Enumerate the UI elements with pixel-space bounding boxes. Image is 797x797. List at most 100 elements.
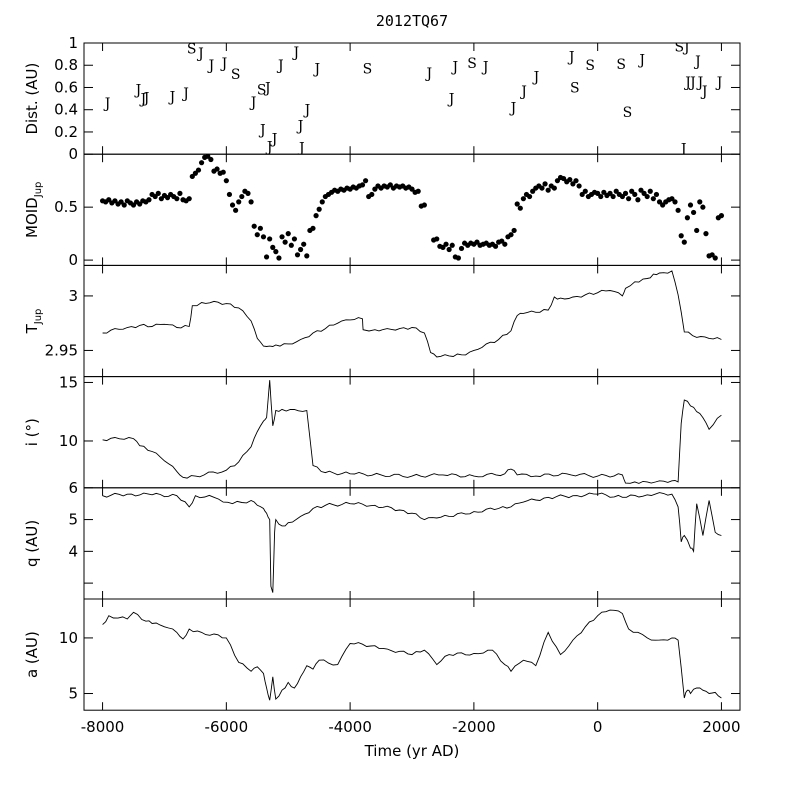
data-point xyxy=(449,242,455,248)
data-point xyxy=(223,178,229,184)
encounter-marker: J xyxy=(715,75,723,91)
encounter-marker: J xyxy=(683,75,691,91)
y-tick-label: 4 xyxy=(68,542,78,560)
y-tick-label: 10 xyxy=(59,432,78,450)
data-point xyxy=(421,202,427,208)
series-q xyxy=(102,492,722,593)
data-point xyxy=(267,236,273,242)
data-point xyxy=(233,207,239,213)
data-point xyxy=(239,193,245,200)
data-point xyxy=(635,197,641,203)
data-point xyxy=(288,242,294,248)
y-tick-label: 3 xyxy=(68,287,78,305)
data-point xyxy=(718,213,725,219)
encounter-marker: J xyxy=(139,92,147,108)
series-incl xyxy=(102,380,722,484)
data-point xyxy=(273,249,279,255)
encounter-marker: J xyxy=(258,123,266,139)
x-tick-label: 0 xyxy=(593,718,603,736)
encounter-marker: J xyxy=(265,139,273,155)
data-point xyxy=(514,201,520,207)
data-point xyxy=(539,185,545,191)
encounter-marker: J xyxy=(303,103,311,119)
encounter-marker: J xyxy=(481,59,489,75)
data-point xyxy=(545,187,551,193)
data-point xyxy=(236,199,242,205)
data-point xyxy=(415,188,421,194)
data-point xyxy=(245,190,251,196)
encounter-marker: S xyxy=(570,80,580,96)
panel-incl: 10 15 i (°) xyxy=(23,373,741,489)
series-line xyxy=(102,609,722,701)
data-point xyxy=(121,202,127,208)
data-point xyxy=(567,177,573,183)
data-point xyxy=(276,255,282,261)
data-point xyxy=(511,227,517,234)
data-point xyxy=(254,232,260,238)
encounter-marker: S xyxy=(231,67,241,83)
encounter-marker: J xyxy=(103,96,111,112)
y-tick-label: 10 xyxy=(59,629,78,647)
data-point xyxy=(520,196,526,202)
data-point xyxy=(229,202,236,208)
encounter-marker: J xyxy=(567,49,575,65)
data-point xyxy=(310,225,316,231)
encounter-marker: S xyxy=(585,58,595,74)
data-point xyxy=(146,197,152,203)
data-point xyxy=(517,205,523,211)
data-point xyxy=(675,207,681,213)
encounter-marker: J xyxy=(637,53,645,69)
encounter-marker: J xyxy=(134,83,142,99)
data-point xyxy=(492,243,499,249)
y-tick-label: 5 xyxy=(68,685,78,703)
y-axis-label-subscript: Jup xyxy=(33,182,44,199)
encounter-marker: J xyxy=(220,56,228,72)
encounter-marker: S xyxy=(616,57,626,73)
y-axis-label: Dist. (AU) xyxy=(23,63,41,135)
encounter-marker: J xyxy=(291,45,299,61)
encounter-marker: J xyxy=(297,141,305,157)
data-point xyxy=(226,191,233,198)
encounter-marker: J xyxy=(313,62,321,78)
data-point xyxy=(294,252,301,258)
y-tick-label: 0.2 xyxy=(54,123,78,141)
y-axis-label: MOIDJup xyxy=(23,182,44,238)
data-point xyxy=(359,182,366,188)
data-point xyxy=(279,234,285,240)
panel-frame xyxy=(83,487,741,600)
data-point xyxy=(316,206,322,212)
data-point xyxy=(263,254,270,260)
data-point xyxy=(653,191,660,198)
y-axis-label: a (AU) xyxy=(23,631,41,678)
x-axis: -8000 -6000 -4000 -2000 0 2000 xyxy=(81,718,741,736)
data-point xyxy=(690,209,697,216)
y-tick-label: 0.6 xyxy=(54,78,78,96)
encounter-marker: J xyxy=(263,80,271,96)
encounter-marker: S xyxy=(363,62,373,78)
data-point xyxy=(174,196,180,202)
chart-title: 2012TQ67 xyxy=(376,12,448,30)
encounter-marker: J xyxy=(270,132,278,148)
data-point xyxy=(576,183,582,189)
panel-moid: 0 0.5 MOIDJup xyxy=(23,153,741,269)
encounter-marker: J xyxy=(679,142,687,158)
data-point xyxy=(282,239,288,245)
data-point xyxy=(644,193,650,200)
data-point xyxy=(319,199,325,205)
encounter-marker: J xyxy=(296,118,304,134)
data-point xyxy=(610,193,616,200)
y-tick-label: 5 xyxy=(68,511,78,529)
encounter-marker: S xyxy=(257,83,267,99)
encounter-marker: J xyxy=(425,66,433,82)
encounter-marker: J xyxy=(249,95,257,111)
y-axis-label: q (AU) xyxy=(23,520,41,567)
y-tick-label: 0.4 xyxy=(54,101,78,119)
panel-frame xyxy=(83,376,741,489)
panel-frame xyxy=(83,264,741,378)
encounter-marker: J xyxy=(181,86,189,102)
data-point xyxy=(697,199,703,205)
